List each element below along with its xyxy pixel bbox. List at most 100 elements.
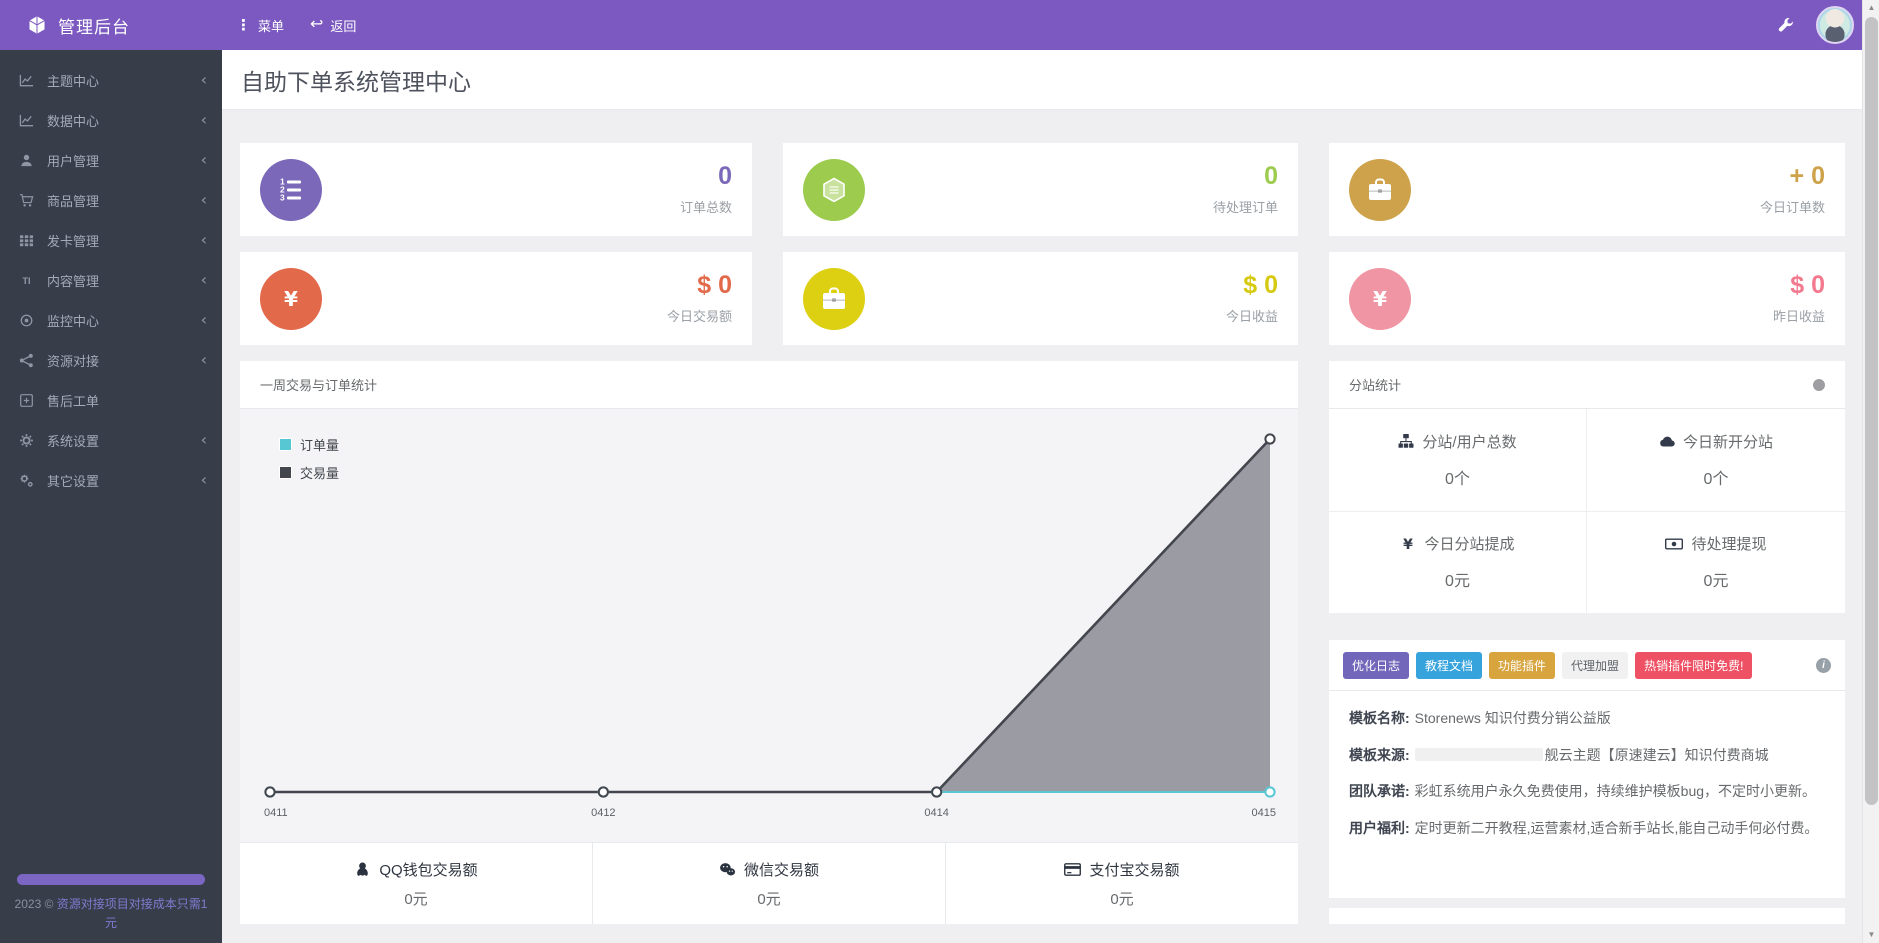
share-icon [19, 353, 34, 368]
info-row-template-source: 模板来源: 舰云主题【原速建云】知识付费商城 [1349, 746, 1769, 763]
badge-plugins[interactable]: 功能插件 [1489, 651, 1556, 679]
sub-label: 今日新开分站 [1682, 433, 1773, 451]
substation-title: 分站统计 [1349, 378, 1402, 393]
stat-card-yesterday-profit: ¥ $ 0 昨日收益 [1329, 252, 1845, 345]
chevron-left-icon: ‹ [200, 430, 207, 449]
sidebar-item-content-management[interactable]: TI 内容管理 ‹ [0, 260, 222, 300]
sidebar-item-other-settings[interactable]: 其它设置 ‹ [0, 460, 222, 500]
info-row-template-name: 模板名称: Storenews 知识付费分销公益版 [1349, 710, 1611, 726]
sidebar-item-aftersale-tickets[interactable]: 售后工单 [0, 380, 222, 420]
svg-text:0412: 0412 [591, 807, 615, 819]
svg-text:¥: ¥ [1404, 537, 1414, 552]
stat-label: 今日订单数 [1759, 199, 1825, 215]
next-panel-edge [1329, 907, 1845, 924]
qq-icon [354, 861, 371, 878]
sub-label: 今日分站提成 [1424, 536, 1515, 554]
info-panel-body: 模板名称: Storenews 知识付费分销公益版 模板来源: 舰云主题【原速建云】… [1329, 691, 1845, 840]
substation-panel: 分站统计 分站/用户总数 0个 今日新开分站 0个 [1329, 361, 1845, 613]
substation-cell-withdrawals: 待处理提现 0元 [1587, 512, 1845, 614]
scroll-up-arrow[interactable]: ▲ [1867, 3, 1876, 12]
sidebar-item-card-management[interactable]: 发卡管理 ‹ [0, 220, 222, 260]
info-panel-header: 优化日志 教程文档 功能插件 代理加盟 热销插件限时免费! i [1329, 640, 1845, 691]
stat-value: $ 0 [1243, 271, 1278, 300]
pay-label: 微信交易额 [743, 861, 819, 879]
back-button[interactable]: ↩ 返回 [310, 16, 357, 34]
svg-text:TI: TI [22, 275, 30, 285]
svg-text:1: 1 [280, 176, 285, 186]
chart-body: 订单量 交易量 0411 0412 0414 0415 [240, 409, 1298, 842]
vertical-dots-icon: ⋮ [236, 16, 251, 34]
chart-legend: 订单量 交易量 [279, 435, 339, 491]
sitemap-icon [1398, 433, 1414, 449]
pay-value: 0元 [404, 890, 428, 908]
chevron-left-icon: ‹ [200, 230, 207, 249]
topbar: 管理后台 ⋮ 菜单 ↩ 返回 [0, 0, 1862, 50]
yen-icon: ¥ [1349, 267, 1411, 330]
wechat-icon [719, 861, 736, 878]
text-icon: TI [19, 273, 34, 288]
pay-stat-wechat: 微信交易额 0元 [592, 843, 945, 924]
sub-value: 0个 [1445, 470, 1470, 488]
browser-scrollbar[interactable]: ▲ ▼ [1862, 0, 1879, 943]
svg-text:¥: ¥ [1373, 287, 1387, 311]
user-avatar[interactable] [1816, 6, 1854, 44]
menu-toggle[interactable]: ⋮ 菜单 [236, 16, 285, 34]
top-nav: ⋮ 菜单 ↩ 返回 [236, 16, 356, 35]
wrench-icon[interactable] [1777, 17, 1794, 34]
user-icon [19, 153, 34, 168]
chevron-left-icon: ‹ [200, 110, 207, 129]
title-band: 自助下单系统管理中心 [222, 50, 1862, 110]
status-dot-icon[interactable] [1813, 378, 1825, 391]
grid-icon [19, 233, 34, 248]
badge-hot-free[interactable]: 热销插件限时免费! [1635, 651, 1753, 679]
footer-link[interactable]: 资源对接项目对接成本只需1元 [56, 896, 208, 930]
cogs-icon [19, 473, 34, 488]
line-chart-icon [19, 113, 34, 128]
substation-cell-new-today: 今日新开分站 0个 [1587, 409, 1845, 512]
svg-text:0415: 0415 [1252, 807, 1276, 819]
cube-logo-icon [26, 14, 48, 36]
sidebar-item-data-center[interactable]: 数据中心 ‹ [0, 100, 222, 140]
stat-label: 待处理订单 [1212, 199, 1278, 215]
svg-text:0411: 0411 [264, 807, 288, 819]
sidebar-item-resource-docking[interactable]: 资源对接 ‹ [0, 340, 222, 380]
weekly-chart-panel: 一周交易与订单统计 订单量 交易量 0411 0412 0414 0415 QQ钱包交… [240, 361, 1298, 924]
sub-value: 0元 [1703, 573, 1729, 591]
badge-docs[interactable]: 教程文档 [1416, 651, 1483, 679]
stat-value: 0 [1264, 162, 1278, 191]
reply-arrow-icon: ↩ [310, 16, 324, 33]
badge-agent[interactable]: 代理加盟 [1562, 651, 1629, 679]
briefcase-icon [803, 267, 865, 330]
info-icon[interactable]: i [1816, 657, 1831, 673]
sidebar-item-user-management[interactable]: 用户管理 ‹ [0, 140, 222, 180]
scroll-thumb[interactable] [1865, 17, 1878, 805]
sidebar-item-system-settings[interactable]: 系统设置 ‹ [0, 420, 222, 460]
sidebar-footer: 2023 © 资源对接项目对接成本只需1元 [0, 873, 222, 933]
stat-label: 昨日收益 [1772, 308, 1825, 324]
scroll-down-arrow[interactable]: ▼ [1867, 930, 1876, 939]
redacted-text [1414, 747, 1543, 761]
sidebar-item-monitor-center[interactable]: 监控中心 ‹ [0, 300, 222, 340]
svg-text:3: 3 [280, 192, 285, 202]
legend-swatch-trades [279, 466, 292, 479]
sidebar-item-theme-center[interactable]: 主题中心 ‹ [0, 60, 222, 100]
chevron-left-icon: ‹ [200, 470, 207, 489]
money-icon [1665, 536, 1684, 552]
stat-card-today-volume: ¥ $ 0 今日交易额 [240, 252, 752, 345]
sidebar-progress-bar[interactable] [17, 873, 205, 885]
stat-value: $ 0 [1790, 271, 1825, 300]
stat-label: 今日交易额 [666, 308, 732, 324]
legend-item-orders[interactable]: 订单量 [279, 435, 339, 454]
badge-changelog[interactable]: 优化日志 [1343, 651, 1410, 679]
sidebar-item-product-management[interactable]: 商品管理 ‹ [0, 180, 222, 220]
yen-icon: ¥ [1400, 536, 1416, 552]
plus-square-icon [19, 393, 34, 408]
stat-card-pending-orders: 0 待处理订单 [783, 143, 1298, 236]
cloud-icon [1659, 433, 1675, 449]
chart-panel-title: 一周交易与订单统计 [240, 361, 1298, 409]
legend-item-trades[interactable]: 交易量 [279, 463, 339, 482]
